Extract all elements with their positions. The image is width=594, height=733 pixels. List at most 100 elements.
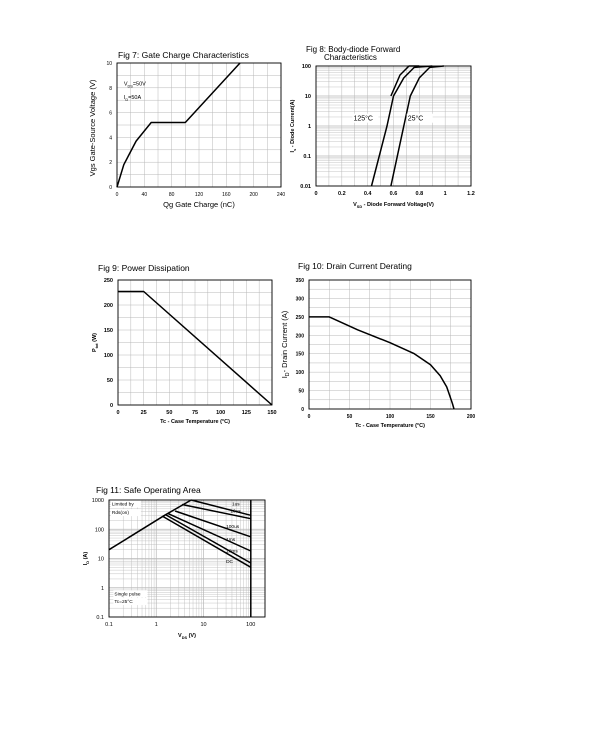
fig11-series-line-4 bbox=[167, 513, 252, 552]
fig7-plot-frame bbox=[116, 62, 282, 188]
fig9-y-tick-label: 0 bbox=[110, 403, 113, 409]
fig8-body-diode-chart: Fig 8: Body-diode ForwardCharacteristics… bbox=[290, 45, 475, 209]
fig10-series-line-0 bbox=[309, 316, 455, 410]
fig9-y-tick-label: 250 bbox=[104, 278, 113, 284]
fig9-y-axis-label: Ptot (W) bbox=[92, 333, 99, 352]
fig10-x-tick-label: 0 bbox=[308, 414, 311, 420]
fig8-title-line: Fig 8: Body-diode Forward bbox=[306, 45, 400, 54]
fig11-annotation-bg bbox=[110, 509, 141, 517]
fig10-y-tick-label: 250 bbox=[296, 315, 305, 321]
fig7-y-axis-label: Vgs Gate-Source Voltage (V) bbox=[88, 79, 97, 176]
fig11-y-tick-label: 1 bbox=[101, 586, 104, 592]
fig11-annotation: Tc=25°C bbox=[114, 599, 133, 605]
fig8-y-tick-label: 0.01 bbox=[300, 184, 311, 190]
fig11-series-line-2 bbox=[181, 503, 251, 520]
fig7-x-tick-label: 200 bbox=[249, 192, 258, 198]
fig7-annotation-base: I bbox=[124, 95, 126, 101]
fig9-plot-frame bbox=[117, 279, 273, 406]
fig11-y-axis-label-suffix: (A) bbox=[83, 552, 89, 561]
fig7-y-tick-label: 0 bbox=[109, 185, 112, 191]
fig10-x-tick-label: 50 bbox=[347, 414, 353, 420]
fig8-x-tick-label: 1 bbox=[444, 191, 447, 197]
fig7-annotation: VDS=50V bbox=[124, 81, 146, 88]
fig9-y-axis-label-base: P bbox=[92, 348, 98, 352]
fig9-y-axis-label-suffix: (W) bbox=[92, 333, 98, 344]
fig8-grid bbox=[315, 65, 472, 187]
fig8-x-tick-label: 0.2 bbox=[338, 191, 346, 197]
fig7-annotation-sub: DS bbox=[128, 84, 134, 88]
fig8-x-axis-label-sub: SD bbox=[357, 205, 363, 209]
fig7-y-tick-label: 10 bbox=[106, 61, 112, 67]
fig7-annotation-base: V bbox=[124, 81, 128, 87]
fig7-x-tick-label: 40 bbox=[142, 192, 148, 198]
fig11-series-line-3 bbox=[174, 510, 252, 538]
fig8-series-line-1 bbox=[390, 65, 420, 97]
fig7-annotation-suffix: =50V bbox=[133, 81, 146, 87]
fig10-y-tick-label: 0 bbox=[301, 407, 304, 413]
fig11-annotation: Limited by bbox=[112, 501, 134, 507]
fig8-x-tick-label: 0 bbox=[314, 191, 317, 197]
fig8-y-axis-label-suffix: - Diode Current(A) bbox=[290, 99, 296, 148]
fig11-x-axis-label-sub: DS bbox=[182, 636, 188, 640]
fig10-title: Fig 10: Drain Current Derating bbox=[298, 261, 412, 271]
fig8-y-tick-label: 0.1 bbox=[303, 154, 311, 160]
fig9-x-axis-label: Tc - Case Temperature (°C) bbox=[160, 419, 230, 425]
fig10-y-tick-label: 200 bbox=[296, 333, 305, 339]
fig11-annotation: 1us bbox=[232, 501, 240, 507]
fig8-x-tick-label: 0.4 bbox=[364, 191, 373, 197]
fig9-y-axis-label-sub: tot bbox=[95, 343, 99, 349]
fig8-y-axis-label-base: I bbox=[290, 150, 296, 152]
fig7-annotation-suffix: =50A bbox=[128, 95, 141, 101]
fig9-series-line-0 bbox=[118, 290, 273, 406]
fig11-annotation: 10us bbox=[230, 509, 241, 515]
fig7-y-tick-label: 8 bbox=[109, 86, 112, 92]
fig7-x-axis-label: Qg Gate Charge (nC) bbox=[163, 200, 235, 209]
fig10-x-tick-label: 100 bbox=[386, 414, 395, 420]
fig7-x-tick-label: 0 bbox=[116, 192, 119, 198]
fig10-y-axis-label: ID- Drain Current (A) bbox=[280, 310, 291, 378]
fig10-y-tick-label: 100 bbox=[296, 370, 305, 376]
fig10-grid bbox=[308, 279, 472, 410]
fig9-x-tick-label: 125 bbox=[242, 410, 251, 416]
fig11-x-tick-label: 0.1 bbox=[105, 622, 113, 628]
fig9-y-tick-label: 50 bbox=[107, 378, 113, 384]
fig11-y-tick-label: 1000 bbox=[92, 498, 104, 504]
fig8-y-tick-label: 1 bbox=[308, 124, 311, 130]
fig11-annotation: Single pulse bbox=[114, 591, 140, 597]
fig8-x-axis-label-suffix: - Diode Forward Voltage(V) bbox=[362, 202, 434, 208]
fig10-plot-frame bbox=[308, 279, 472, 410]
fig8-series-line-2 bbox=[390, 65, 444, 187]
fig11-series-line-6 bbox=[162, 515, 252, 568]
fig9-x-tick-label: 0 bbox=[116, 410, 119, 416]
fig10-y-tick-label: 150 bbox=[296, 352, 305, 358]
fig7-annotation: ID=50A bbox=[124, 95, 142, 102]
fig9-y-tick-label: 100 bbox=[104, 353, 113, 359]
fig11-annotation: DC bbox=[226, 559, 233, 565]
fig8-x-axis-label-base: V bbox=[353, 202, 357, 208]
fig7-title: Fig 7: Gate Charge Characteristics bbox=[118, 50, 249, 60]
fig7-y-tick-label: 6 bbox=[109, 111, 112, 117]
fig9-grid bbox=[117, 279, 273, 406]
fig11-x-axis-label-base: V bbox=[178, 633, 182, 639]
fig11-x-axis-label-suffix: (V) bbox=[187, 633, 196, 639]
fig7-y-tick-label: 2 bbox=[109, 160, 112, 166]
fig9-power-dissipation-chart: Fig 9: Power Dissipation 0 25 50 75 100 125 150… bbox=[92, 263, 277, 425]
fig7-series-line-0 bbox=[116, 62, 241, 188]
fig10-current-derating-chart: Fig 10: Drain Current Derating 0 50 100 150 2… bbox=[280, 261, 475, 429]
fig8-plot-frame bbox=[315, 65, 472, 187]
fig8-annotation: 125°C bbox=[353, 115, 373, 123]
fig10-y-tick-label: 350 bbox=[296, 278, 305, 284]
fig11-annotation: 10ms bbox=[226, 549, 238, 555]
fig10-y-tick-label: 300 bbox=[296, 296, 305, 302]
fig7-x-tick-label: 120 bbox=[195, 192, 204, 198]
fig8-annotation: 25°C bbox=[408, 115, 424, 123]
fig11-series-line-1 bbox=[191, 499, 251, 517]
fig11-plot-frame bbox=[108, 499, 266, 618]
fig11-annotation-bg bbox=[110, 500, 141, 508]
fig11-annotation: 1ms bbox=[226, 537, 236, 543]
fig9-x-tick-label: 150 bbox=[267, 410, 276, 416]
fig8-y-axis-label-sub: s bbox=[293, 149, 297, 151]
fig9-y-tick-label: 150 bbox=[104, 328, 113, 334]
fig8-title-line: Characteristics bbox=[324, 53, 377, 62]
